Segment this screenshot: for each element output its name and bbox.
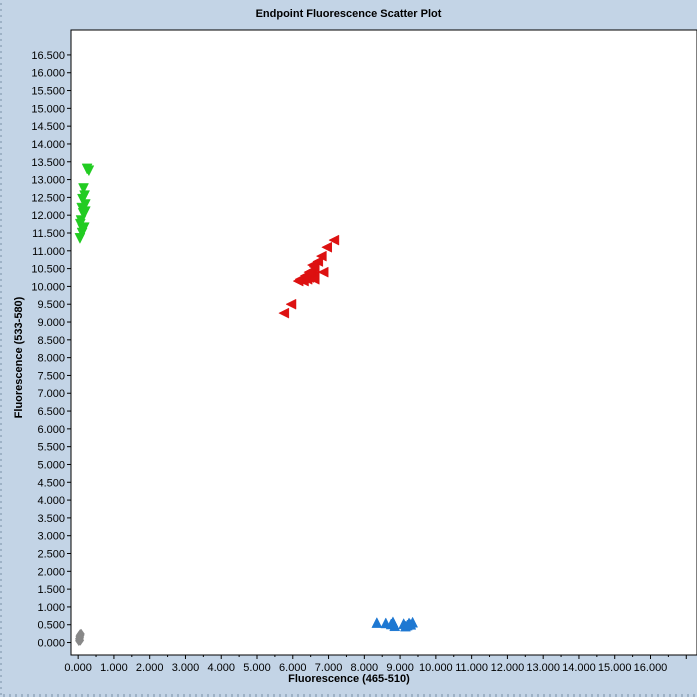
y-tick-label: 5.000 [37,459,65,471]
y-tick-label: 3.000 [37,531,65,543]
x-tick-label: 10.000 [419,662,453,674]
x-tick-label: 0.000 [64,662,92,674]
data-point-triangle-left [292,275,304,287]
y-tick-label: 10.000 [31,281,65,293]
y-tick-label: 2.500 [37,549,65,561]
y-tick-label: 11.000 [32,246,65,258]
y-tick-label: 9.000 [37,317,65,329]
data-point-triangle-down [77,193,88,205]
x-axis-title: Fluorescence (465-510) [288,673,410,685]
y-tick-label: 4.500 [37,477,65,489]
data-point-triangle-up [371,617,383,628]
y-tick-label: 6.500 [37,406,65,418]
y-tick-label: 7.000 [37,388,65,400]
x-tick-label: 15.000 [598,662,632,674]
x-tick-label: 1.000 [100,662,128,674]
y-tick-label: 8.000 [37,353,65,365]
x-tick-label: 13.000 [526,662,560,674]
y-tick-label: 16.000 [31,68,65,80]
x-tick-label: 6.000 [279,662,307,674]
data-point-triangle-down [74,233,86,244]
y-tick-label: 14.500 [31,121,65,133]
y-axis-title: Fluorescence (533-580) [13,296,25,418]
y-tick-label: 13.000 [31,175,65,187]
data-point-triangle-left [278,307,290,319]
y-tick-label: 5.500 [37,442,65,454]
x-tick-label: 3.000 [172,662,200,674]
y-tick-label: 15.000 [31,103,65,115]
x-tick-label: 5.000 [243,662,271,674]
y-tick-label: 11.500 [32,228,65,240]
y-tick-label: 10.500 [31,264,65,276]
data-point-triangle-left [285,298,297,310]
data-point-triangle-down [77,224,89,235]
x-tick-label: 8.000 [351,662,379,674]
y-tick-label: 9.500 [37,299,65,311]
y-tick-label: 8.500 [37,335,65,347]
data-point-triangle-up [405,618,417,630]
data-point-triangle-left [303,266,315,278]
data-point-diamond [77,628,85,640]
data-point-triangle-left [317,266,329,278]
data-point-triangle-left [328,234,340,246]
y-tick-label: 15.500 [31,86,65,98]
data-point-triangle-down [79,206,91,218]
x-tick-label: 7.000 [315,662,343,674]
y-tick-label: 4.000 [37,495,65,507]
y-tick-label: 1.500 [37,584,65,596]
y-tick-label: 0.500 [37,620,65,632]
data-point-triangle-left [306,259,318,271]
y-tick-label: 2.000 [37,566,65,578]
y-tick-label: 7.500 [37,370,65,382]
y-tick-label: 12.000 [31,210,65,222]
y-tick-label: 16.500 [31,50,65,62]
y-tick-label: 1.000 [37,602,65,614]
y-tick-label: 12.500 [31,192,65,204]
y-tick-label: 6.000 [37,424,65,436]
x-tick-label: 2.000 [136,662,164,674]
data-point-triangle-left [308,273,320,285]
data-point-triangle-left [321,241,333,253]
y-tick-label: 13.500 [31,157,65,169]
x-tick-label: 4.000 [207,662,235,674]
x-tick-label: 11.000 [455,662,488,674]
y-tick-label: 3.500 [37,513,65,525]
data-point-triangle-down [83,165,95,177]
data-point-triangle-down [74,218,86,230]
y-tick-label: 14.000 [31,139,65,151]
x-tick-label: 12.000 [491,662,525,674]
y-tick-label: 0.000 [37,638,65,650]
data-point-triangle-up [388,618,400,629]
data-point-triangle-down [78,183,89,195]
x-tick-label: 9.000 [386,662,414,674]
x-tick-label: 16.000 [634,662,668,674]
x-tick-label: 14.000 [562,662,596,674]
plot-area [70,29,697,656]
chart-title: Endpoint Fluorescence Scatter Plot [255,8,442,20]
